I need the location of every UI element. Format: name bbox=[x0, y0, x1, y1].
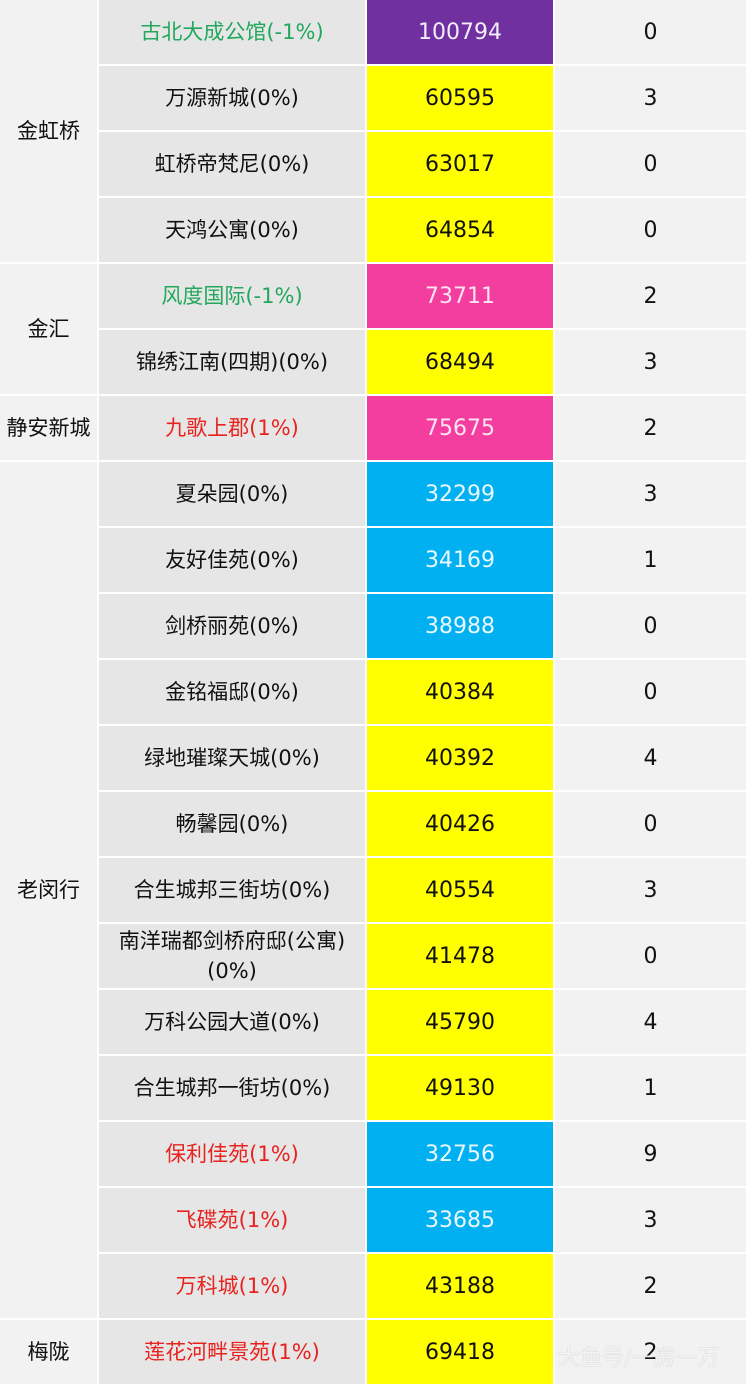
deal-count: 2 bbox=[555, 396, 746, 460]
table-row: 万科城(1%) 43188 2 bbox=[99, 1254, 746, 1318]
unit-price: 75675 bbox=[367, 396, 553, 460]
project-name: 飞碟苑(1%) bbox=[99, 1188, 365, 1252]
table-row: 虹桥帝梵尼(0%) 63017 0 bbox=[99, 132, 746, 196]
project-name: 夏朵园(0%) bbox=[99, 462, 365, 526]
unit-price: 69418 bbox=[367, 1320, 553, 1384]
table-row: 保利佳苑(1%) 32756 9 bbox=[99, 1122, 746, 1186]
deal-count: 2 bbox=[555, 264, 746, 328]
unit-price: 40384 bbox=[367, 660, 553, 724]
unit-price: 100794 bbox=[367, 0, 553, 64]
table-row: 绿地璀璨天城(0%) 40392 4 bbox=[99, 726, 746, 790]
project-name: 虹桥帝梵尼(0%) bbox=[99, 132, 365, 196]
unit-price: 45790 bbox=[367, 990, 553, 1054]
unit-price: 38988 bbox=[367, 594, 553, 658]
unit-price: 32299 bbox=[367, 462, 553, 526]
table-row: 合生城邦三街坊(0%) 40554 3 bbox=[99, 858, 746, 922]
table-row: 畅馨园(0%) 40426 0 bbox=[99, 792, 746, 856]
table-row: 金铭福邸(0%) 40384 0 bbox=[99, 660, 746, 724]
deal-count: 4 bbox=[555, 726, 746, 790]
project-name: 剑桥丽苑(0%) bbox=[99, 594, 365, 658]
project-name: 合生城邦一街坊(0%) bbox=[99, 1056, 365, 1120]
unit-price: 43188 bbox=[367, 1254, 553, 1318]
district-cell: 老闵行 bbox=[0, 462, 97, 1318]
unit-price: 40426 bbox=[367, 792, 553, 856]
deal-count: 2 bbox=[555, 1320, 746, 1384]
project-name: 莲花河畔景苑(1%) bbox=[99, 1320, 365, 1384]
table-row: 万科公园大道(0%) 45790 4 bbox=[99, 990, 746, 1054]
watermark: 大鱼号/一房一万 bbox=[558, 1346, 720, 1371]
table-row: 夏朵园(0%) 32299 3 bbox=[99, 462, 746, 526]
project-name: 万科城(1%) bbox=[99, 1254, 365, 1318]
deal-count: 0 bbox=[555, 594, 746, 658]
deal-count: 1 bbox=[555, 528, 746, 592]
table-row: 天鸿公寓(0%) 64854 0 bbox=[99, 198, 746, 262]
deal-count: 4 bbox=[555, 990, 746, 1054]
project-name: 合生城邦三街坊(0%) bbox=[99, 858, 365, 922]
district-cell: 金汇 bbox=[0, 264, 97, 394]
project-name: 风度国际(-1%) bbox=[99, 264, 365, 328]
unit-price: 33685 bbox=[367, 1188, 553, 1252]
table-row: 莲花河畔景苑(1%) 69418 2 bbox=[99, 1320, 746, 1384]
unit-price: 40392 bbox=[367, 726, 553, 790]
table-row: 古北大成公馆(-1%) 100794 0 bbox=[99, 0, 746, 64]
table-row: 友好佳苑(0%) 34169 1 bbox=[99, 528, 746, 592]
project-name: 古北大成公馆(-1%) bbox=[99, 0, 365, 64]
deal-count: 0 bbox=[555, 198, 746, 262]
deal-count: 1 bbox=[555, 1056, 746, 1120]
deal-count: 3 bbox=[555, 330, 746, 394]
unit-price: 49130 bbox=[367, 1056, 553, 1120]
table-row: 合生城邦一街坊(0%) 49130 1 bbox=[99, 1056, 746, 1120]
project-name: 九歌上郡(1%) bbox=[99, 396, 365, 460]
project-name: 锦绣江南(四期)(0%) bbox=[99, 330, 365, 394]
deal-count: 2 bbox=[555, 1254, 746, 1318]
project-name: 万源新城(0%) bbox=[99, 66, 365, 130]
table-row: 万源新城(0%) 60595 3 bbox=[99, 66, 746, 130]
unit-price: 60595 bbox=[367, 66, 553, 130]
unit-price: 63017 bbox=[367, 132, 553, 196]
unit-price: 40554 bbox=[367, 858, 553, 922]
table-row: 剑桥丽苑(0%) 38988 0 bbox=[99, 594, 746, 658]
unit-price: 68494 bbox=[367, 330, 553, 394]
table-row: 飞碟苑(1%) 33685 3 bbox=[99, 1188, 746, 1252]
district-cell: 静安新城 bbox=[0, 396, 97, 460]
deal-count: 0 bbox=[555, 132, 746, 196]
project-name: 天鸿公寓(0%) bbox=[99, 198, 365, 262]
unit-price: 73711 bbox=[367, 264, 553, 328]
deal-count: 0 bbox=[555, 660, 746, 724]
district-cell: 梅陇 bbox=[0, 1320, 97, 1384]
deal-count: 3 bbox=[555, 462, 746, 526]
unit-price: 64854 bbox=[367, 198, 553, 262]
project-name: 绿地璀璨天城(0%) bbox=[99, 726, 365, 790]
project-name: 畅馨园(0%) bbox=[99, 792, 365, 856]
deal-count: 0 bbox=[555, 0, 746, 64]
deal-count: 3 bbox=[555, 858, 746, 922]
deal-count: 3 bbox=[555, 1188, 746, 1252]
unit-price: 32756 bbox=[367, 1122, 553, 1186]
project-name: 金铭福邸(0%) bbox=[99, 660, 365, 724]
project-name: 万科公园大道(0%) bbox=[99, 990, 365, 1054]
deal-count: 0 bbox=[555, 792, 746, 856]
unit-price: 41478 bbox=[367, 924, 553, 988]
unit-price: 34169 bbox=[367, 528, 553, 592]
district-cell: 金虹桥 bbox=[0, 0, 97, 262]
project-name: 友好佳苑(0%) bbox=[99, 528, 365, 592]
deal-count: 3 bbox=[555, 66, 746, 130]
deal-count: 0 bbox=[555, 924, 746, 988]
project-name: 南洋瑞都剑桥府邸(公寓)(0%) bbox=[99, 924, 365, 988]
deal-count: 9 bbox=[555, 1122, 746, 1186]
table-row: 风度国际(-1%) 73711 2 bbox=[99, 264, 746, 328]
table-row: 九歌上郡(1%) 75675 2 bbox=[99, 396, 746, 460]
table-row: 南洋瑞都剑桥府邸(公寓)(0%) 41478 0 bbox=[99, 924, 746, 988]
project-name: 保利佳苑(1%) bbox=[99, 1122, 365, 1186]
table-row: 锦绣江南(四期)(0%) 68494 3 bbox=[99, 330, 746, 394]
